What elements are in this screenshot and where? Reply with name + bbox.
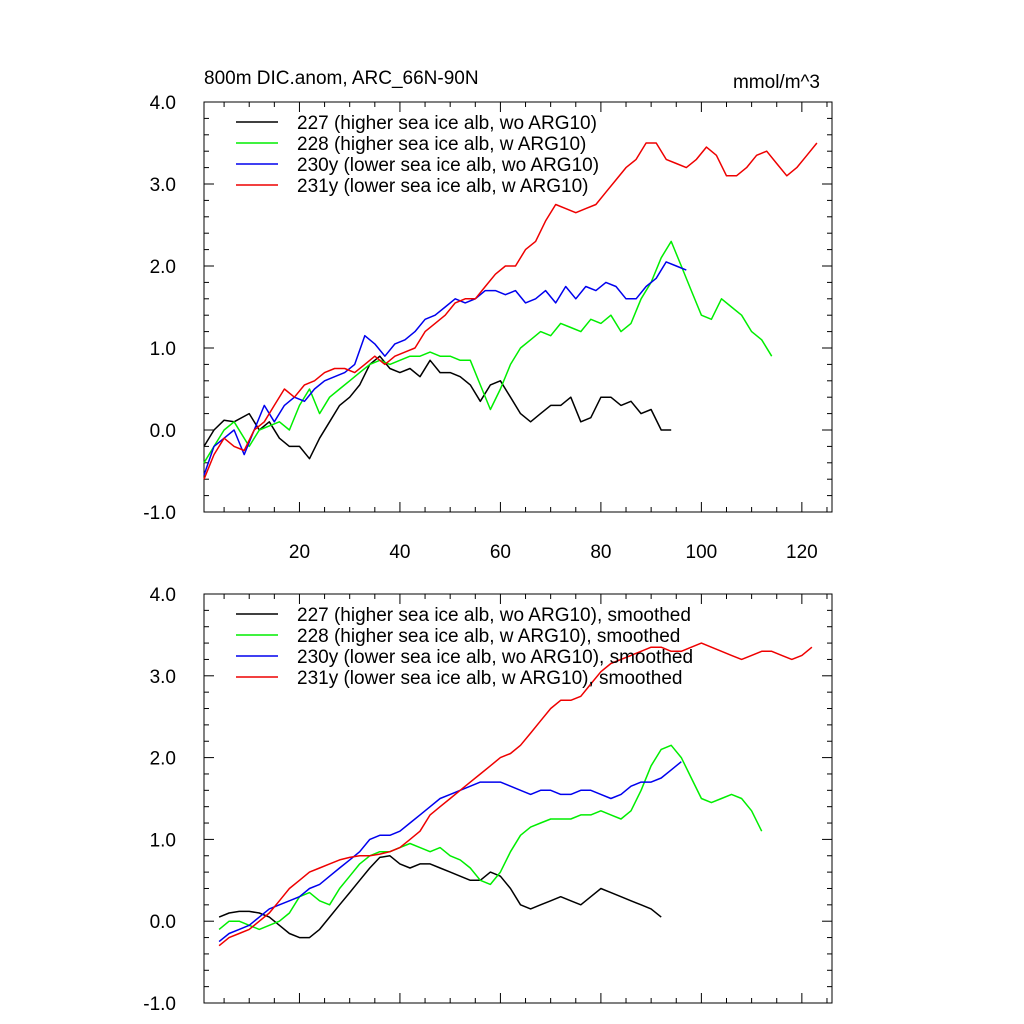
y-tick-label: 0.0 — [150, 421, 176, 442]
plot-frame — [203, 593, 833, 1004]
x-tick-label: 40 — [389, 542, 410, 563]
series-line-3 — [203, 261, 687, 476]
series-line-1 — [218, 855, 662, 939]
y-tick-label: 2.0 — [150, 257, 176, 278]
series-line-2 — [203, 240, 773, 464]
y-tick-label: 0.0 — [150, 912, 176, 933]
legend-entry: 227 (higher sea ice alb, wo ARG10) — [297, 113, 597, 134]
y-tick-label: -1.0 — [143, 994, 176, 1015]
series-line-4 — [218, 642, 813, 947]
series-line-2 — [218, 744, 763, 931]
legend-entry: 227 (higher sea ice alb, wo ARG10), smoo… — [297, 605, 691, 626]
chart-panel-bottom: 4.0 3.0 2.0 1.0 0.0 -1.0 227 (higher sea ice a… — [143, 585, 833, 1015]
chart-1-units: mmol/m^3 — [733, 72, 820, 93]
x-tick-label: 120 — [786, 542, 818, 563]
chart-panel-top: 4.0 3.0 2.0 1.0 0.0 -1.0 20 40 60 80 100 120 227 (hi… — [143, 93, 833, 563]
legend-entry: 228 (higher sea ice alb, w ARG10) — [297, 134, 586, 155]
y-tick-label: 3.0 — [150, 667, 176, 688]
legend-entry: 230y (lower sea ice alb, wo ARG10), smoo… — [297, 647, 693, 668]
series-line-4 — [203, 142, 818, 480]
y-tick-label: 4.0 — [150, 585, 176, 606]
legend-entry: 230y (lower sea ice alb, wo ARG10) — [297, 155, 599, 176]
legend-entry: 231y (lower sea ice alb, w ARG10) — [297, 176, 588, 197]
y-tick-label: 1.0 — [150, 830, 176, 851]
y-tick-label: 3.0 — [150, 175, 176, 196]
x-tick-label: 100 — [686, 542, 718, 563]
y-tick-label: -1.0 — [143, 503, 176, 524]
plot-frame — [203, 101, 833, 513]
x-tick-label: 20 — [289, 542, 310, 563]
y-tick-label: 1.0 — [150, 339, 176, 360]
legend-entry: 228 (higher sea ice alb, w ARG10), smoot… — [297, 626, 680, 647]
x-tick-label: 80 — [590, 542, 611, 563]
legend-entry: 231y (lower sea ice alb, w ARG10), smoot… — [297, 668, 682, 689]
series-line-1 — [203, 355, 672, 460]
series-line-3 — [218, 761, 682, 943]
y-tick-label: 2.0 — [150, 749, 176, 770]
chart-1-title: 800m DIC.anom, ARC_66N-90N — [204, 68, 479, 89]
y-tick-label: 4.0 — [150, 93, 176, 114]
x-tick-label: 60 — [490, 542, 511, 563]
